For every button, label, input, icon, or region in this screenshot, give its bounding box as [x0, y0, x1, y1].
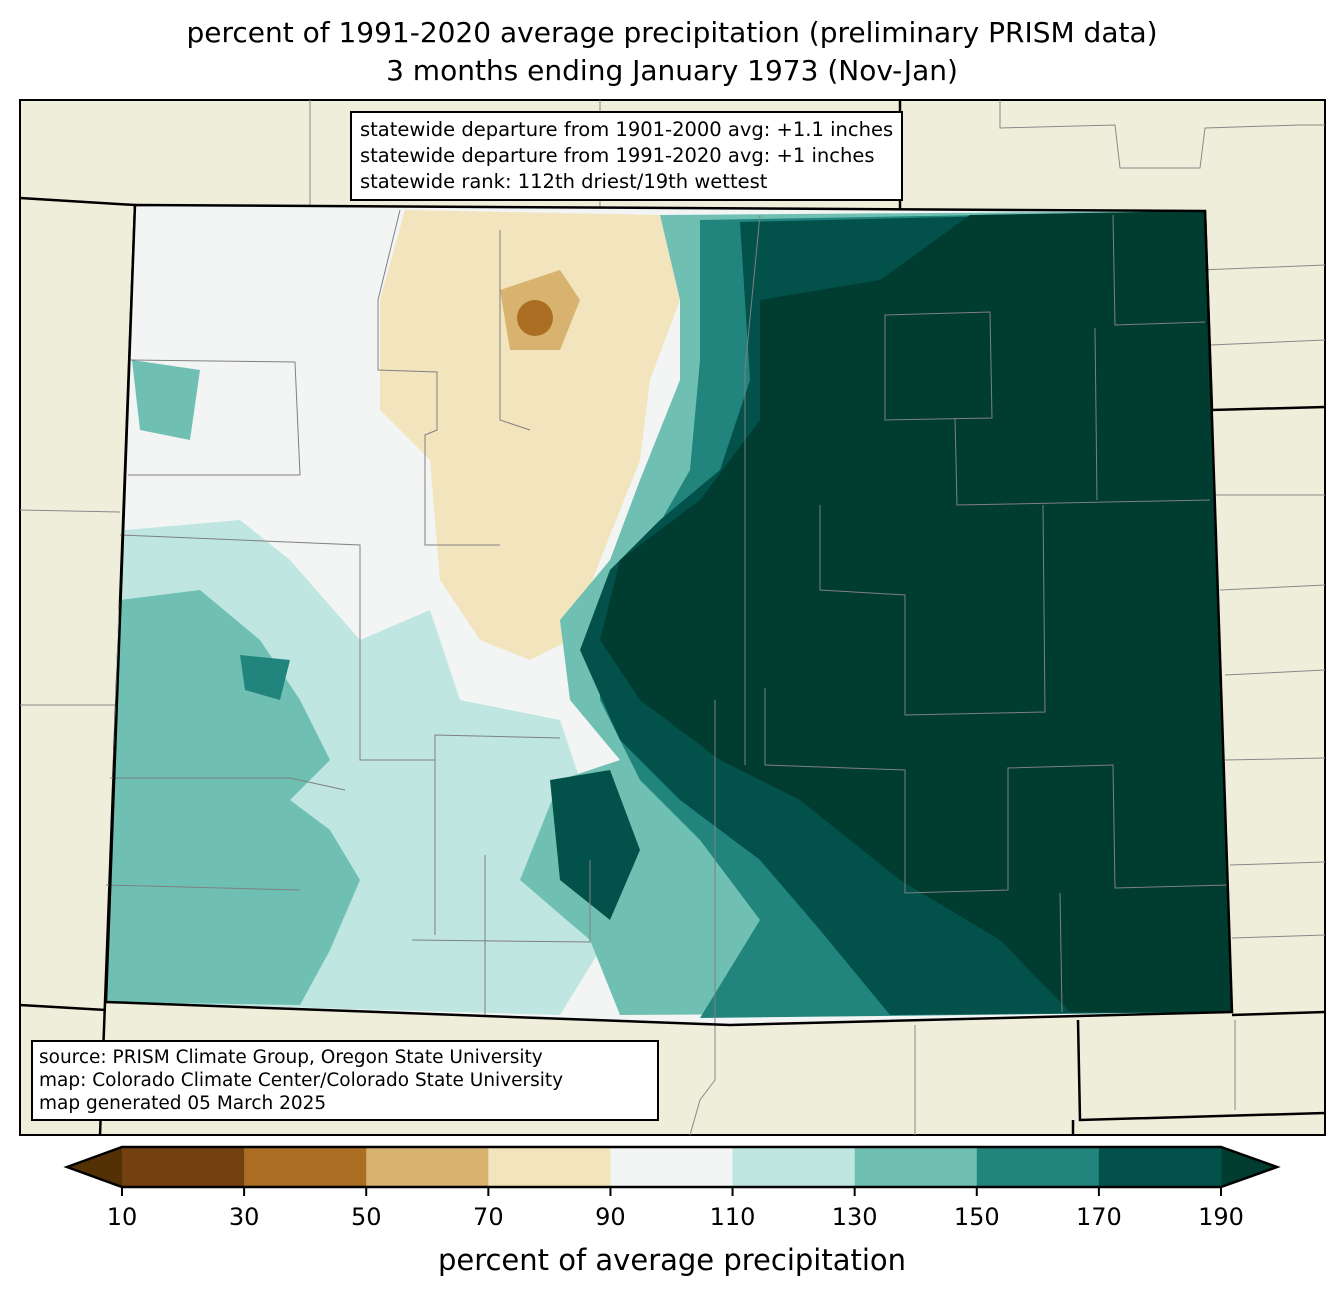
colorbar-tick-label: 190: [1198, 1203, 1244, 1231]
stats-line3: statewide rank: 112th driest/19th wettes…: [360, 170, 768, 193]
colorbar-under-arrow: [67, 1147, 122, 1187]
colorbar: [63, 1145, 1281, 1196]
colorado-border: [104, 203, 1234, 1027]
colorado-precip-field: [106, 205, 1232, 1025]
credits-line2: map: Colorado Climate Center/Colorado St…: [39, 1070, 564, 1091]
credits-line1: source: PRISM Climate Group, Oregon Stat…: [39, 1047, 543, 1068]
stats-line1: statewide departure from 1901-2000 avg: …: [360, 118, 894, 141]
colorbar-tick-label: 10: [106, 1203, 138, 1231]
county-lines: [105, 209, 1229, 1025]
colorbar-segment: [610, 1147, 734, 1187]
statewide-stats-box: statewide departure from 1901-2000 avg: …: [350, 111, 904, 201]
colorbar-label: percent of average precipitation: [437, 1243, 907, 1277]
colorbar-segment: [1098, 1147, 1222, 1187]
colorbar-tick-label: 70: [473, 1203, 504, 1231]
colorbar-tick-label: 50: [350, 1203, 382, 1231]
colorbar-tick-label: 170: [1075, 1203, 1122, 1231]
colorbar-segment: [976, 1147, 1100, 1187]
map-title-line1: percent of 1991-2020 average precipitati…: [186, 16, 1158, 49]
colorbar-segment: [366, 1147, 489, 1187]
colorbar-tick-label: 130: [831, 1203, 878, 1231]
colorbar-segment: [244, 1147, 367, 1187]
colorbar-segment: [122, 1147, 245, 1187]
colorbar-segment: [732, 1147, 856, 1187]
colorbar-over-arrow: [1221, 1147, 1277, 1187]
stats-line2: statewide departure from 1991-2020 avg: …: [360, 144, 875, 167]
colorbar-segment: [488, 1147, 611, 1187]
neighbor-state-counties: [19, 100, 1326, 1136]
colorbar-tick-label: 110: [709, 1203, 756, 1231]
colorbar-segment: [854, 1147, 978, 1187]
colorbar-tick-label: 150: [953, 1203, 1000, 1231]
colorbar-tick-label: 90: [595, 1203, 626, 1231]
credits-line3: map generated 05 March 2025: [39, 1093, 327, 1114]
colorbar-tick-label: 30: [228, 1203, 260, 1231]
map-title-line2: 3 months ending January 1973 (Nov-Jan): [386, 54, 958, 87]
credits-box: source: PRISM Climate Group, Oregon Stat…: [31, 1040, 659, 1121]
